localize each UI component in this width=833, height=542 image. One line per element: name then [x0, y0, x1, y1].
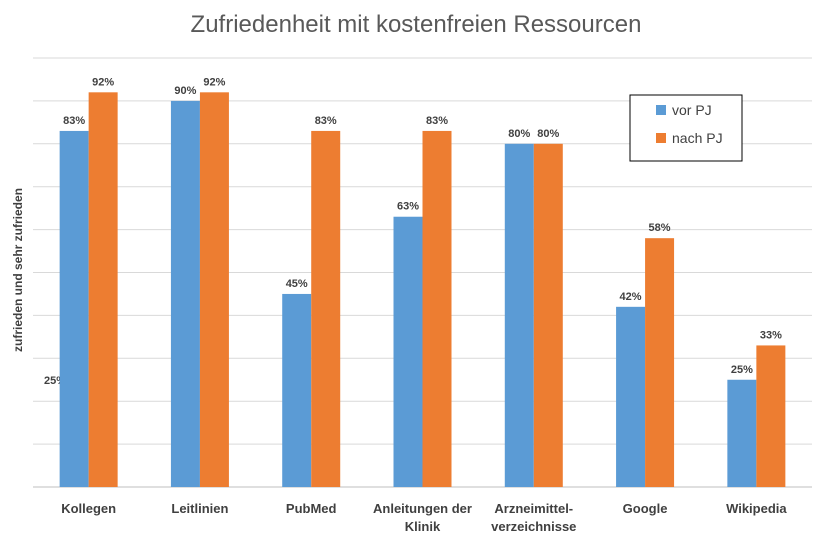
bar-vor-pj	[170, 100, 200, 488]
category-label: Klinik	[405, 519, 441, 534]
bar-nach-pj	[311, 130, 341, 487]
bar-vor-pj	[727, 379, 757, 487]
bar-nach-pj	[533, 143, 563, 488]
category-labels: Kollegen Leitlinien PubMed Anleitungen der K…	[61, 501, 787, 534]
bar-vor-pj	[393, 216, 423, 488]
bar-nach-pj	[645, 238, 675, 487]
bar-nach-pj	[88, 92, 118, 487]
data-label: 42%	[620, 291, 642, 303]
category-label: verzeichnisse	[491, 519, 576, 534]
data-label: 25%	[731, 364, 753, 376]
data-label: 83%	[63, 115, 85, 127]
legend-label: nach PJ	[672, 130, 723, 146]
data-label: 92%	[203, 76, 225, 88]
legend-swatch	[656, 105, 666, 115]
bar-nach-pj	[199, 92, 229, 487]
bar-vor-pj	[504, 143, 534, 488]
data-label: 80%	[537, 128, 559, 140]
data-label: 63%	[397, 201, 419, 213]
bar-vor-pj	[616, 306, 646, 487]
data-label: 83%	[426, 115, 448, 127]
legend-box	[629, 94, 743, 162]
data-label: 90%	[174, 85, 196, 97]
bars: 83% 92% 90% 92% 45% 83% 63% 83% 80% 80% 42% 58% 25% 3…	[59, 76, 786, 488]
bar-nach-pj	[756, 345, 786, 487]
category-label: Anleitungen der	[373, 501, 472, 516]
chart-title: Zufriedenheit mit kostenfreien Ressource…	[191, 11, 642, 38]
data-label: 83%	[315, 115, 337, 127]
y-axis-label: zufrieden und sehr zufrieden	[11, 188, 25, 352]
legend-label: vor PJ	[672, 102, 712, 118]
data-label: 58%	[649, 222, 671, 234]
category-label: Leitlinien	[171, 501, 228, 516]
category-label: Google	[623, 501, 668, 516]
bar-vor-pj	[282, 293, 312, 487]
legend: vor PJ nach PJ	[629, 94, 743, 162]
data-label: 45%	[286, 278, 308, 290]
data-label: 92%	[92, 76, 114, 88]
bar-vor-pj	[59, 130, 89, 487]
legend-swatch	[656, 133, 666, 143]
category-label: Wikipedia	[726, 501, 787, 516]
bar-nach-pj	[422, 130, 452, 487]
data-label: 33%	[760, 329, 782, 341]
category-label: Kollegen	[61, 501, 116, 516]
data-label: 80%	[508, 128, 530, 140]
category-label: PubMed	[286, 501, 337, 516]
category-label: Arzneimittel-	[494, 501, 573, 516]
